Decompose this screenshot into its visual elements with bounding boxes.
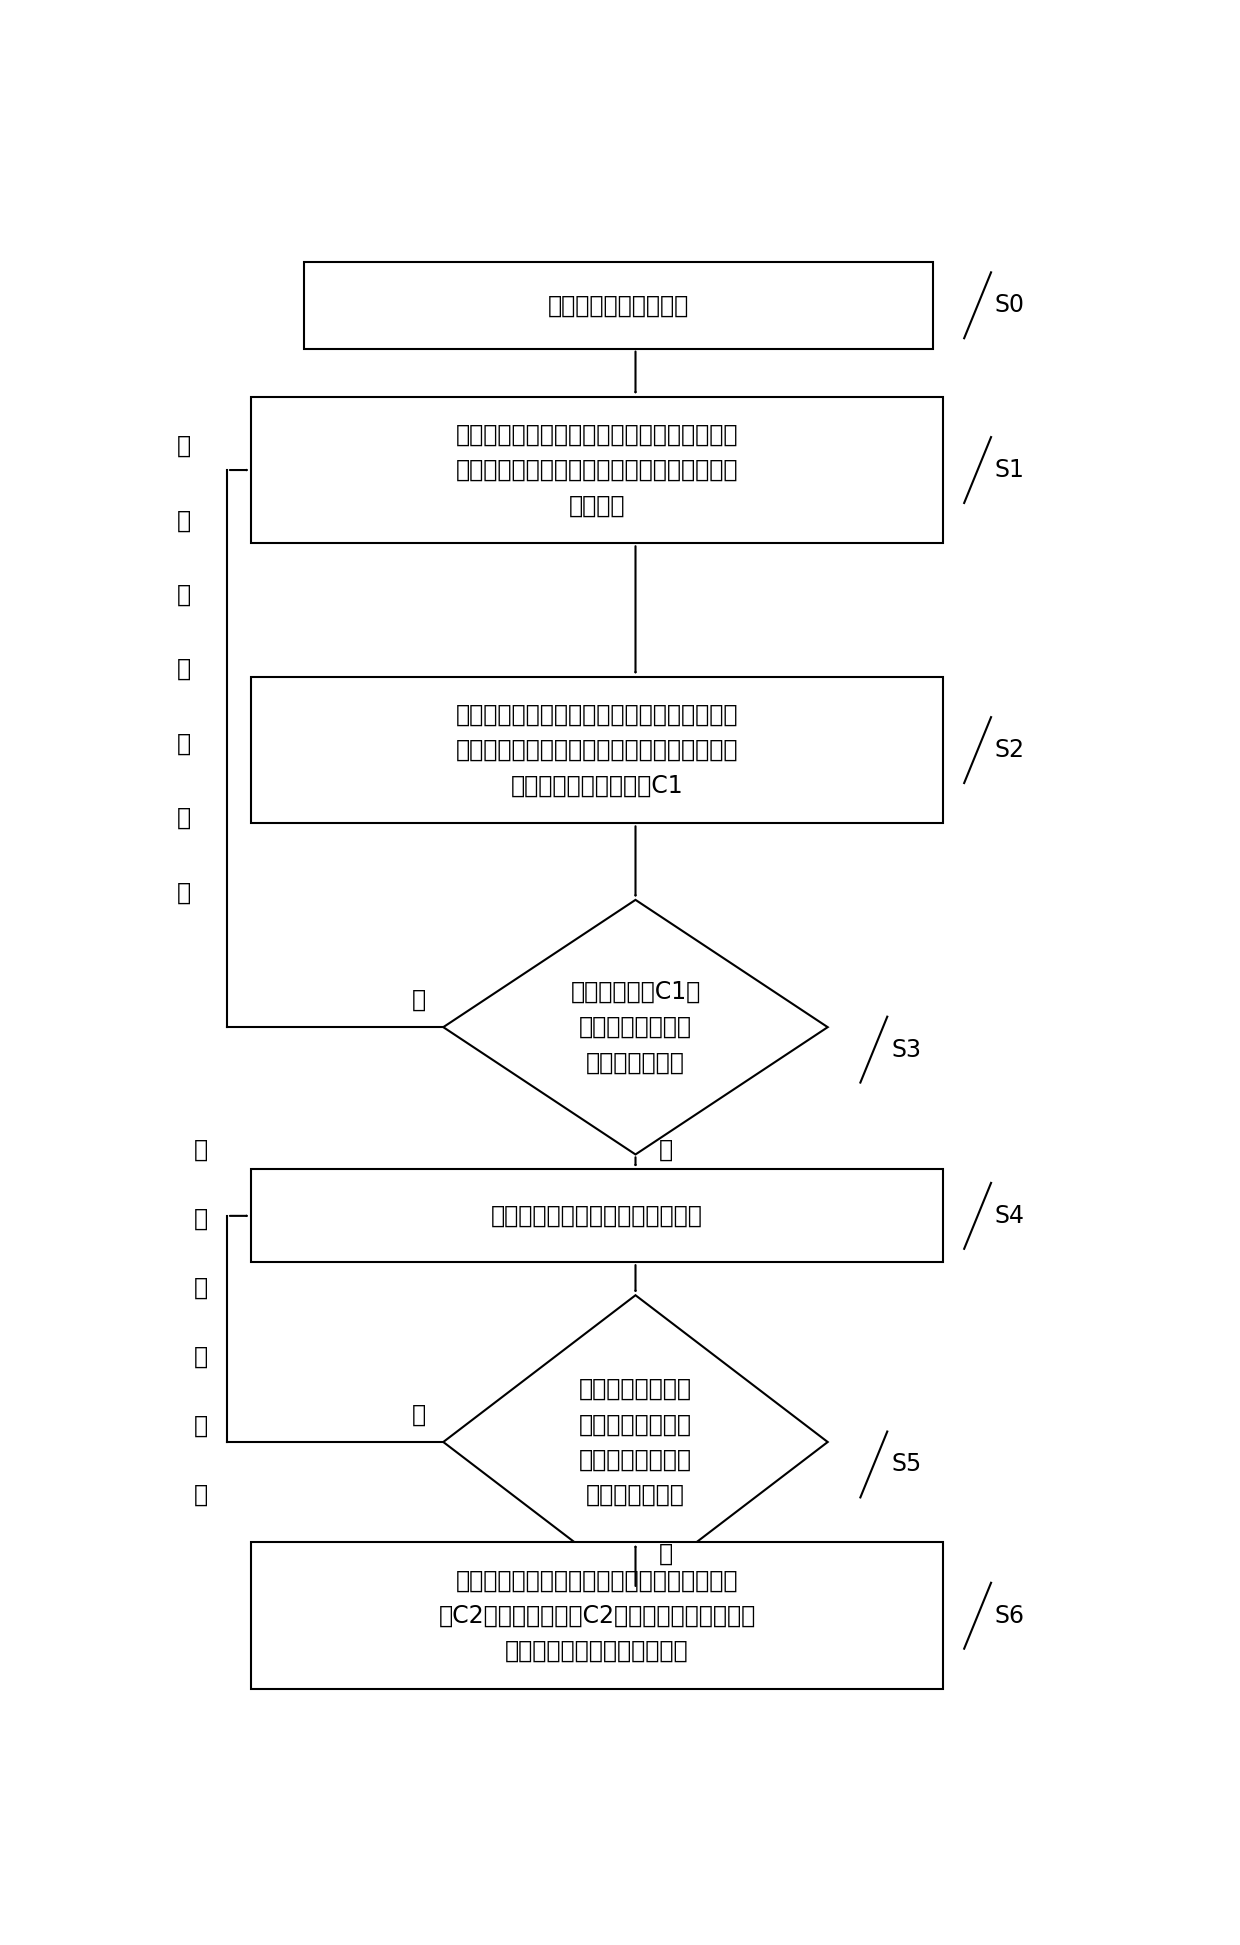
Text: S0: S0 — [994, 294, 1025, 317]
Bar — [250, 1169, 942, 1262]
Text: 获取当前电池温度和当前电池电压: 获取当前电池温度和当前电池电压 — [491, 1204, 703, 1227]
Bar — [250, 1542, 942, 1688]
Text: S2: S2 — [994, 737, 1025, 762]
Text: 一: 一 — [195, 1206, 208, 1231]
Text: 根据剩余电量C1判
断是否发生第一电
量区间等级变换: 根据剩余电量C1判 断是否发生第一电 量区间等级变换 — [570, 980, 701, 1074]
Text: 定: 定 — [195, 1276, 208, 1299]
Bar — [250, 397, 942, 543]
Text: 根据区间平均电流、上级电量区间到本级电量
区间变换时的剩余电量和本级电量区间的电池
使用时间获得剩余电量C1: 根据区间平均电流、上级电量区间到本级电量 区间变换时的剩余电量和本级电量区间的电… — [456, 702, 738, 797]
Text: 根据当前电池温度
和当前电池电压判
断是否发生第二电
量区间等级变换: 根据当前电池温度 和当前电池电压判 断是否发生第二电 量区间等级变换 — [579, 1377, 692, 1507]
Polygon shape — [444, 901, 828, 1155]
Text: 长: 长 — [177, 805, 191, 831]
Text: 隔: 隔 — [177, 508, 191, 533]
Text: 是: 是 — [660, 1138, 673, 1161]
Text: 预: 预 — [177, 584, 191, 607]
Text: 否: 否 — [412, 988, 427, 1011]
Text: 间: 间 — [177, 434, 191, 459]
Text: 经: 经 — [195, 1138, 208, 1161]
Polygon shape — [444, 1295, 828, 1589]
Text: S5: S5 — [892, 1453, 921, 1476]
Text: 获取区间平均电流、上级电量区间到本级电量
区间变换时的剩余电量和本级电量区间的电池
使用时间: 获取区间平均电流、上级电量区间到本级电量 区间变换时的剩余电量和本级电量区间的电… — [456, 422, 738, 517]
Text: S3: S3 — [892, 1037, 921, 1062]
Text: S4: S4 — [994, 1204, 1025, 1227]
Text: S6: S6 — [994, 1605, 1025, 1628]
Bar — [304, 263, 934, 348]
Bar — [250, 677, 942, 823]
Text: 间: 间 — [195, 1414, 208, 1437]
Text: 后: 后 — [177, 881, 191, 904]
Text: 否: 否 — [412, 1402, 427, 1428]
Text: S1: S1 — [994, 457, 1024, 482]
Text: 时: 时 — [177, 731, 191, 755]
Text: 根据当前电池温度和当前电池电压获取剩余电
量C2，并将剩余电量C2作为上级电量区间到本
级电量区间变换时的剩余电量: 根据当前电池温度和当前电池电压获取剩余电 量C2，并将剩余电量C2作为上级电量区… — [439, 1568, 755, 1663]
Text: 后: 后 — [195, 1482, 208, 1507]
Text: 是: 是 — [660, 1542, 673, 1566]
Text: 时: 时 — [195, 1344, 208, 1369]
Text: 划分电池电量等级区间: 划分电池电量等级区间 — [548, 294, 689, 317]
Text: 设: 设 — [177, 657, 191, 681]
